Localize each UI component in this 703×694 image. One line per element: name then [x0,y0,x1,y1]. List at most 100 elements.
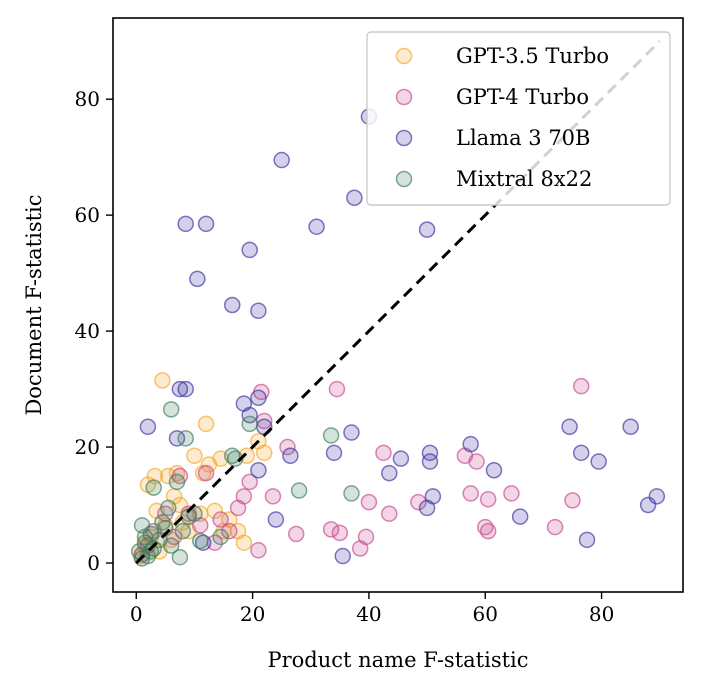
scatter-point-gpt-4-turbo-22 [328,380,346,398]
scatter-point-llama-3-70b-8 [223,296,241,314]
scatter-point-gpt-4-turbo-21 [322,521,340,538]
scatter-point-llama-3-70b-10 [241,241,258,259]
scatter-point-llama-3-70b-38 [590,453,607,470]
scatter-point-gpt-4-turbo-34 [479,490,497,508]
scatter-point-llama-3-70b-12 [250,302,267,320]
legend: GPT-3.5 Turbo GPT-4 Turbo Llama 3 70B Mixtr… [366,31,671,206]
scatter-point-gpt-3-5-turbo-13 [186,447,203,464]
scatter-point-gpt-4-turbo-38 [564,492,581,509]
scatter-point-gpt-4-turbo-25 [357,528,375,546]
scatter-point-gpt-3-5-turbo-4 [154,372,171,389]
legend-label-mixtral-8x22: Mixtral 8x22 [456,167,592,191]
scatter-point-gpt-4-turbo-20 [287,525,305,543]
legend-label-gpt-3-5-turbo: GPT-3.5 Turbo [456,44,609,68]
scatter-point-gpt-4-turbo-28 [381,505,398,522]
axis-ticks: 0 20 40 60 80 0 20 40 60 80 [75,87,615,626]
scatter-point-gpt-4-turbo-8 [197,464,215,482]
scatter-point-llama-3-70b-23 [346,189,363,206]
scatter-point-gpt-4-turbo-15 [250,542,267,559]
scatter-point-gpt-4-turbo-19 [279,438,296,456]
scatter-point-llama-3-70b-1 [168,430,186,447]
scatter-point-llama-3-70b-30 [421,453,439,470]
scatter-point-llama-3-70b-26 [392,450,410,467]
scatter-point-llama-3-70b-36 [572,444,590,462]
scatter-point-mixtral-8x22-28 [136,528,154,546]
scatter-point-llama-3-70b-7 [197,215,215,233]
scatter-point-llama-3-70b-29 [421,444,439,462]
scatter-point-gpt-4-turbo-13 [235,488,253,505]
x-tick-label-20: 20 [240,602,265,626]
legend-box [366,31,671,206]
y-tick-label-20: 20 [75,435,100,459]
legend-label-gpt-4-turbo: GPT-4 Turbo [456,85,589,109]
plot-area-frame [112,17,684,593]
x-tick-label-0: 0 [130,602,143,626]
y-tick-label-80: 80 [75,87,100,111]
scatter-point-llama-3-70b-14 [250,389,267,407]
scatter-point-llama-3-70b-19 [308,218,325,235]
y-tick-label-0: 0 [87,551,100,575]
scatter-point-gpt-4-turbo-10 [212,511,229,528]
scatter-point-llama-3-70b-37 [578,531,596,549]
x-tick-label-40: 40 [356,602,381,626]
scatter-point-gpt-3-5-turbo-9 [168,464,186,482]
scatter-point-llama-3-70b-0 [139,418,157,436]
scatter-point-llama-3-70b-41 [648,488,666,505]
scatter-point-llama-3-70b-11 [241,406,258,424]
scatter-point-mixtral-8x22-13 [162,401,180,418]
scatter-point-mixtral-8x22-12 [162,537,180,554]
scatter-point-gpt-4-turbo-23 [331,524,349,542]
scatter-point-llama-3-70b-34 [511,508,529,525]
scatter-point-llama-3-70b-17 [273,151,290,169]
points-layer [130,108,666,567]
scatter-point-llama-3-70b-32 [462,435,479,453]
scatter-point-llama-3-70b-4 [177,215,194,233]
scatter-point-mixtral-8x22-7 [145,479,162,496]
scatter-point-llama-3-70b-2 [171,380,189,398]
scatter-point-mixtral-8x22-25 [290,482,308,499]
scatter-point-gpt-4-turbo-27 [375,444,392,462]
scatter-point-llama-3-70b-20 [325,444,343,462]
scatter-point-llama-3-70b-5 [189,270,206,288]
scatter-point-mixtral-8x22-27 [343,485,360,502]
scatter-point-gpt-4-turbo-11 [221,522,238,540]
scatter-point-mixtral-8x22-29 [142,543,160,560]
scatter-point-mixtral-8x22-11 [160,499,177,517]
legend-marker-mixtral-8x22 [395,170,413,188]
scatter-point-gpt-4-turbo-32 [468,453,485,470]
scatter-point-mixtral-8x22-6 [145,540,162,557]
scatter-point-gpt-4-turbo-26 [360,493,378,511]
scatter-point-llama-3-70b-21 [334,547,351,565]
scatter-point-gpt-3-5-turbo-6 [160,467,177,485]
scatter-point-llama-3-70b-3 [177,380,194,398]
scatter-point-gpt-4-turbo-18 [264,488,282,505]
scatter-point-mixtral-8x22-26 [322,427,340,444]
legend-marker-gpt-3-5-turbo [395,47,413,65]
scatter-point-gpt-4-turbo-31 [462,485,479,502]
scatter-point-gpt-3-5-turbo-3 [146,467,164,485]
legend-marker-llama-3-70b [395,129,413,147]
scatter-point-llama-3-70b-13 [250,461,267,479]
x-axis-label: Product name F-statistic [267,648,528,672]
scatter-point-llama-3-70b-16 [267,511,285,528]
y-tick-label-60: 60 [75,203,100,227]
x-tick-label-80: 80 [589,602,614,626]
legend-label-llama-3-70b: Llama 3 70B [456,126,590,150]
scatter-point-gpt-3-5-turbo-18 [206,502,224,520]
scatter-point-gpt-4-turbo-29 [410,493,427,511]
scatter-point-mixtral-8x22-17 [177,430,194,447]
scatter-point-gpt-3-5-turbo-16 [197,415,215,433]
scatter-point-gpt-4-turbo-37 [546,518,564,536]
scatter-point-llama-3-70b-39 [622,418,639,436]
scatter-point-mixtral-8x22-16 [174,522,192,540]
x-tick-label-60: 60 [473,602,498,626]
scatter-point-llama-3-70b-28 [418,221,436,238]
scatter-point-llama-3-70b-22 [343,424,360,441]
y-tick-label-40: 40 [75,319,100,343]
scatter-point-llama-3-70b-18 [282,447,299,464]
legend-marker-gpt-4-turbo [395,88,413,106]
scatter-point-mixtral-8x22-24 [241,415,258,433]
scatter-point-gpt-4-turbo-39 [572,377,590,395]
scatter-point-gpt-3-5-turbo-26 [255,444,273,462]
